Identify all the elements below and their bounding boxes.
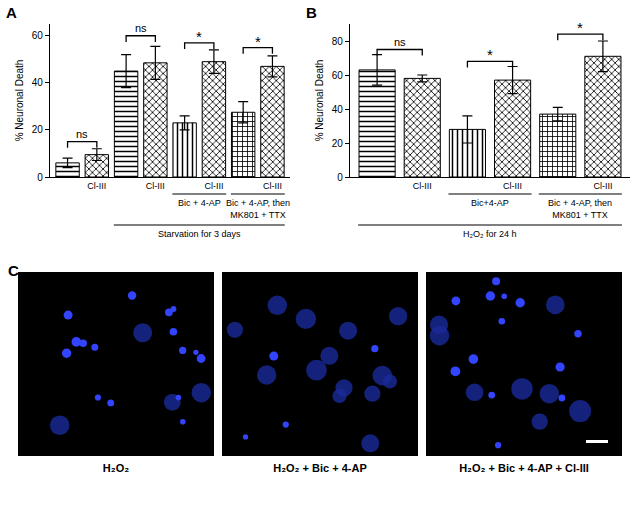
html-text:H₂O₂ + Bic + 4-AP: H₂O₂ + Bic + 4-AP (273, 462, 367, 474)
svg-text:% Neuronal Death: % Neuronal Death (14, 60, 25, 142)
svg-text:Cl-III: Cl-III (263, 181, 282, 191)
svg-text:Cl-III: Cl-III (503, 181, 522, 191)
svg-text:Starvation for 3 days: Starvation for 3 days (158, 229, 241, 239)
svg-text:Bic + 4-AP, thenMK801 + TTX: Bic + 4-AP, thenMK801 + TTX (548, 198, 612, 220)
svg-text:40: 40 (32, 77, 44, 88)
svg-text:*: * (577, 19, 583, 36)
svg-text:40: 40 (332, 104, 344, 115)
svg-text:H₂O₂ for 24 h: H₂O₂ for 24 h (463, 229, 517, 239)
svg-text:0: 0 (37, 172, 43, 183)
html-text:H₂O₂ + Bic + 4-AP + Cl-III: H₂O₂ + Bic + 4-AP + Cl-III (459, 462, 589, 474)
svg-text:ns: ns (76, 128, 88, 140)
svg-text:Cl-III: Cl-III (413, 181, 432, 191)
svg-text:20: 20 (332, 138, 344, 149)
svg-text:60: 60 (332, 70, 344, 81)
svg-text:0: 0 (337, 172, 343, 183)
svg-text:Cl-III: Cl-III (87, 181, 106, 191)
svg-text:*: * (487, 46, 493, 63)
svg-text:Cl-III: Cl-III (146, 181, 165, 191)
html-text:H₂O₂: H₂O₂ (102, 462, 130, 474)
svg-text:Bic + 4-AP: Bic + 4-AP (178, 198, 221, 208)
svg-text:60: 60 (32, 30, 44, 41)
svg-text:Bic + 4-AP, thenMK801 + TTX: Bic + 4-AP, thenMK801 + TTX (226, 198, 290, 220)
svg-text:% Neuronal Death: % Neuronal Death (314, 60, 325, 142)
svg-text:ns: ns (135, 22, 147, 34)
svg-text:Cl-III: Cl-III (204, 181, 223, 191)
svg-text:A: A (6, 4, 17, 21)
svg-text:ns: ns (394, 36, 406, 48)
svg-text:*: * (255, 33, 261, 50)
html-text:C: C (8, 262, 19, 279)
svg-text:*: * (196, 28, 202, 45)
svg-text:B: B (306, 4, 317, 21)
svg-text:Bic+4-AP: Bic+4-AP (471, 198, 509, 208)
svg-text:80: 80 (332, 36, 344, 47)
svg-text:20: 20 (32, 124, 44, 135)
svg-text:Cl-III: Cl-III (593, 181, 612, 191)
